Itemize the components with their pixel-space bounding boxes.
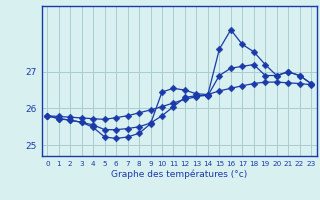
X-axis label: Graphe des températures (°c): Graphe des températures (°c) — [111, 170, 247, 179]
